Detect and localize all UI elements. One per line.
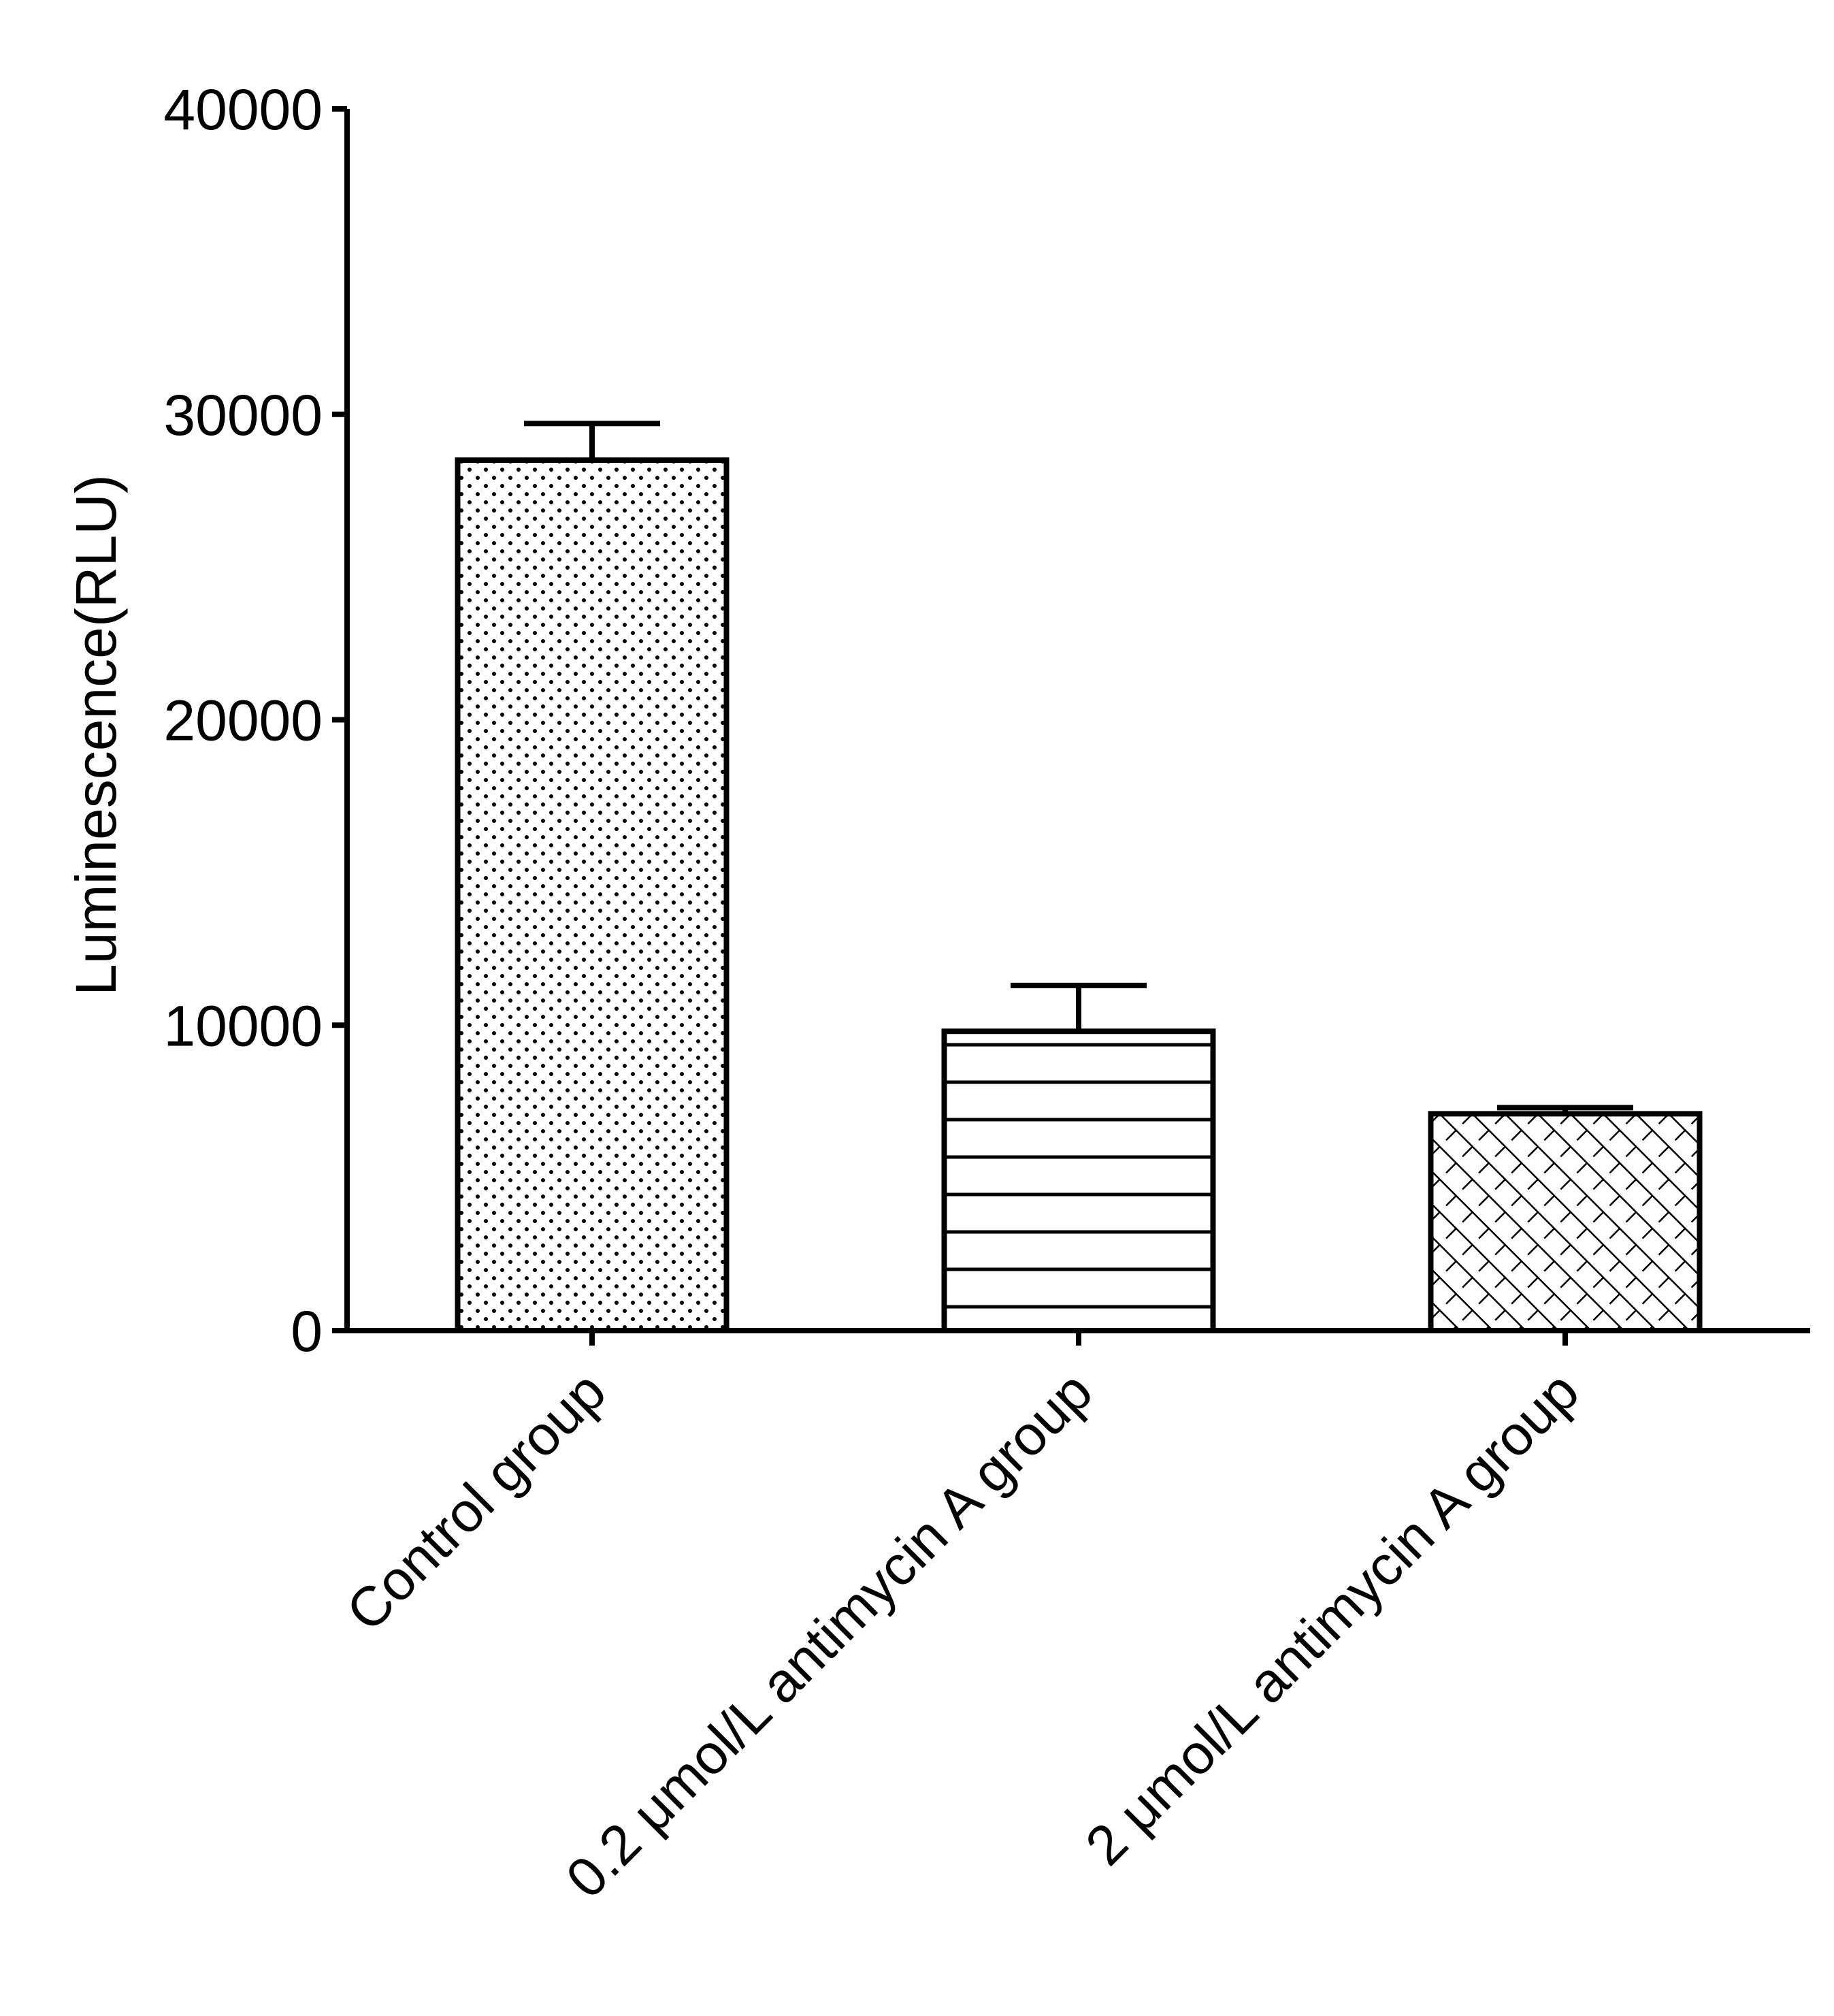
- y-axis: 0 10000 20000 30000 40000: [163, 78, 350, 1363]
- y-tick-label: 40000: [163, 78, 323, 142]
- error-bars-layer: [524, 421, 1633, 1114]
- bars-layer: [455, 457, 1703, 1333]
- y-axis-title: Luminescence(RLU): [64, 474, 128, 996]
- bar: [1428, 1111, 1703, 1333]
- x-tick-label: Control group: [335, 1360, 618, 1643]
- bar: [455, 457, 730, 1333]
- y-tick-label: 30000: [163, 383, 323, 447]
- y-tick-label: 20000: [163, 689, 323, 753]
- bar: [941, 1028, 1216, 1333]
- y-axis-ticks: 0 10000 20000 30000 40000: [163, 78, 347, 1363]
- x-tick-label: 2 μmol/L antimycin A group: [1074, 1360, 1591, 1877]
- x-tick-label: 0.2 μmol/L antimycin A group: [555, 1360, 1104, 1910]
- y-tick-label: 0: [291, 1299, 323, 1363]
- y-tick-label: 10000: [163, 994, 323, 1058]
